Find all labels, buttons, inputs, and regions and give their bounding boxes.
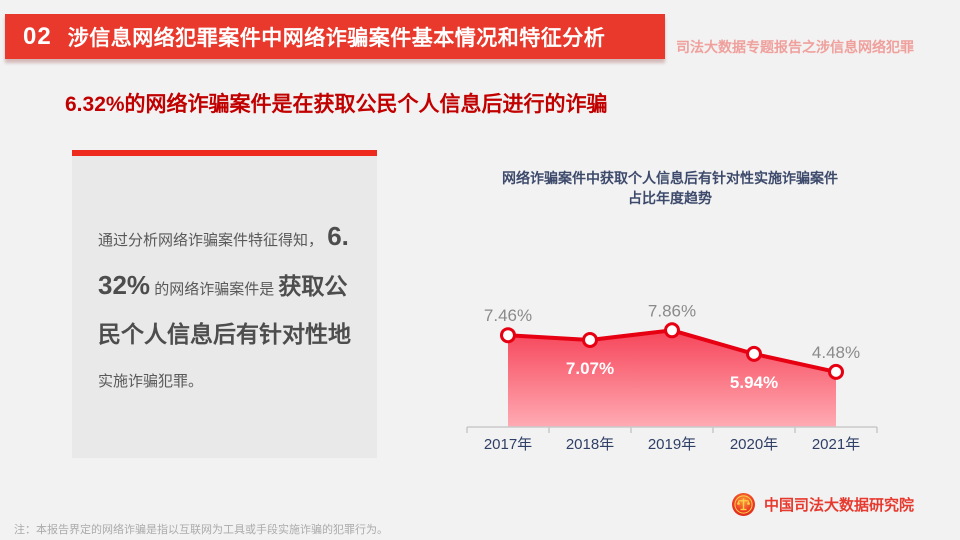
x-axis-label: 2017年 [484,436,532,453]
x-axis-label: 2021年 [812,436,860,453]
data-point-label: 5.94% [730,373,778,392]
x-axis-label: 2020年 [730,436,778,453]
info-card: 通过分析网络诈骗案件特征得知， 6.32% 的网络诈骗案件是 获取公民个人信息后… [72,156,377,458]
info-intro: 通过分析网络诈骗案件特征得知， [98,232,324,249]
highlight-percentage: 6.32% [98,221,349,300]
data-point-label: 7.46% [484,306,532,325]
info-bold: 获取公民个人信息后有针对性地 [98,273,351,347]
org-logo: 中国司法大数据研究院 [731,492,914,517]
info-mid: 的网络诈骗案件是 [154,281,275,298]
area-chart-svg: 7.46% 7.07% 7.86% 5.94% 4.48% 2017年 2018年 2019年… [466,301,878,453]
info-card-accent-bar [72,150,377,156]
chart-panel: 网络诈骗案件中获取个人信息后有针对性实施诈骗案件 占比年度趋势 7.46% 7.0… [450,160,920,470]
trend-chart: 7.46% 7.07% 7.86% 5.94% 4.48% 2017年 2018年 2019年… [450,290,920,470]
info-end: 实施诈骗犯罪。 [98,373,204,390]
x-axis-label: 2018年 [566,436,614,453]
report-series-label: 司法大数据专题报告之涉信息网络犯罪 [676,39,914,55]
data-point-marker [500,327,516,344]
data-point-marker [746,345,762,362]
footnote: 注：本报告界定的网络诈骗是指以互联网为工具或手段实施诈骗的犯罪行为。 [14,524,388,536]
data-point-marker [582,332,598,348]
justice-emblem-icon [732,493,755,516]
org-name: 中国司法大数据研究院 [764,497,915,514]
chart-title: 网络诈骗案件中获取个人信息后有针对性实施诈骗案件 占比年度趋势 [450,168,890,208]
data-point-label: 4.48% [812,343,860,362]
data-point-marker [828,363,844,380]
section-title: 涉信息网络犯罪案件中网络诈骗案件基本情况和特征分析 [67,26,606,50]
section-number: 02 [23,22,52,50]
chart-title-line2: 占比年度趋势 [628,190,712,206]
info-card-text: 通过分析网络诈骗案件特征得知， 6.32% 的网络诈骗案件是 获取公民个人信息后… [98,214,356,404]
data-point-marker [664,322,680,339]
data-point-label: 7.86% [648,301,696,320]
chart-title-line1: 网络诈骗案件中获取个人信息后有针对性实施诈骗案件 [502,170,838,186]
data-point-label: 7.07% [566,359,614,378]
x-axis-label: 2019年 [648,436,696,453]
page-subtitle: 6.32%的网络诈骗案件是在获取公民个人信息后进行的诈骗 [65,93,608,116]
area-fill [508,330,836,427]
header-bar: 02 涉信息网络犯罪案件中网络诈骗案件基本情况和特征分析 [5,14,665,59]
